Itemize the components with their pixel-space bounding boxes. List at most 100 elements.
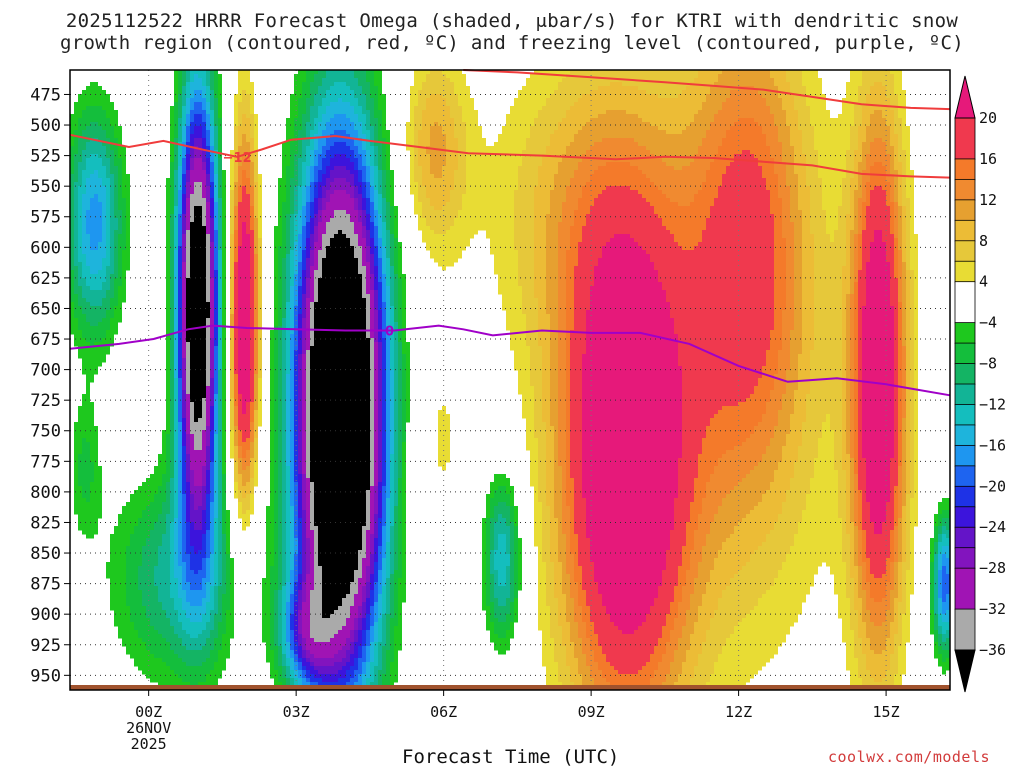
omega-cell — [898, 250, 902, 255]
omega-cell — [794, 266, 802, 271]
omega-cell — [846, 94, 858, 99]
omega-cell — [322, 114, 334, 119]
omega-cell — [362, 90, 370, 95]
omega-cell — [302, 206, 306, 211]
omega-cell — [254, 210, 258, 215]
omega-cell — [566, 262, 578, 267]
omega-cell — [354, 190, 358, 195]
omega-cell — [314, 258, 318, 263]
omega-cell — [78, 126, 86, 131]
omega-cell — [630, 162, 666, 167]
omega-cell — [298, 174, 302, 179]
omega-cell — [86, 218, 102, 223]
omega-cell — [358, 202, 362, 207]
omega-cell — [290, 234, 294, 239]
omega-cell — [314, 198, 318, 203]
omega-cell — [278, 354, 282, 359]
omega-cell — [362, 294, 370, 299]
omega-cell — [366, 310, 370, 315]
omega-cell — [894, 178, 898, 183]
omega-cell — [374, 290, 378, 295]
omega-cell — [774, 222, 782, 227]
omega-cell — [186, 302, 210, 307]
omega-cell — [174, 94, 178, 99]
omega-cell — [302, 330, 306, 335]
omega-cell — [822, 178, 842, 183]
omega-cell — [238, 198, 242, 203]
omega-cell — [898, 158, 906, 163]
omega-cell — [390, 214, 394, 219]
omega-cell — [106, 194, 110, 199]
omega-cell — [906, 254, 910, 259]
omega-cell — [378, 342, 382, 347]
omega-cell — [370, 238, 374, 243]
omega-cell — [122, 190, 130, 195]
omega-cell — [558, 286, 566, 291]
omega-cell — [894, 186, 898, 191]
omega-cell — [386, 350, 390, 355]
omega-cell — [174, 302, 178, 307]
omega-cell — [210, 98, 214, 103]
omega-cell — [354, 142, 362, 147]
omega-cell — [382, 186, 386, 191]
omega-cell — [382, 158, 386, 163]
omega-cell — [858, 282, 866, 287]
omega-cell — [454, 182, 466, 187]
omega-cell — [850, 274, 854, 279]
omega-cell — [374, 214, 378, 219]
omega-cell — [886, 254, 894, 259]
omega-cell — [514, 194, 534, 199]
omega-cell — [774, 170, 786, 175]
omega-cell — [842, 306, 846, 311]
omega-cell — [230, 242, 234, 247]
omega-cell — [306, 74, 314, 79]
omega-cell — [82, 234, 90, 239]
omega-cell — [238, 310, 250, 315]
omega-cell — [782, 202, 790, 207]
omega-cell — [286, 306, 290, 311]
omega-cell — [238, 254, 250, 259]
omega-cell — [238, 86, 254, 91]
omega-cell — [850, 126, 858, 131]
omega-cell — [254, 286, 258, 291]
omega-cell — [190, 130, 194, 135]
omega-cell — [298, 354, 302, 359]
omega-cell — [174, 158, 178, 163]
omega-cell — [802, 314, 814, 319]
omega-cell — [566, 266, 574, 271]
omega-cell — [290, 310, 294, 315]
omega-cell — [786, 258, 794, 263]
omega-cell — [862, 266, 866, 271]
omega-cell — [250, 102, 254, 107]
omega-cell — [778, 178, 786, 183]
omega-cell — [786, 250, 794, 255]
omega-cell — [914, 338, 918, 343]
omega-cell — [294, 274, 298, 279]
omega-cell — [550, 198, 566, 203]
omega-cell — [190, 266, 206, 271]
omega-cell — [126, 238, 130, 243]
omega-cell — [298, 322, 302, 327]
omega-cell — [410, 114, 414, 119]
omega-cell — [858, 174, 862, 179]
omega-cell — [402, 294, 406, 299]
omega-cell — [314, 282, 318, 287]
omega-cell — [850, 210, 854, 215]
omega-cell — [178, 146, 182, 151]
omega-cell — [378, 90, 382, 95]
omega-cell — [250, 314, 254, 319]
omega-cell — [866, 94, 886, 99]
omega-cell — [294, 246, 298, 251]
omega-cell — [374, 198, 378, 203]
omega-cell — [850, 282, 854, 287]
omega-cell — [846, 306, 850, 311]
omega-cell — [846, 302, 850, 307]
omega-cell — [290, 186, 294, 191]
omega-cell — [786, 114, 798, 119]
omega-cell — [206, 146, 210, 151]
omega-cell — [174, 118, 178, 123]
omega-cell — [218, 162, 222, 167]
omega-cell — [362, 210, 366, 215]
omega-cell — [346, 178, 354, 183]
omega-cell — [250, 258, 254, 263]
